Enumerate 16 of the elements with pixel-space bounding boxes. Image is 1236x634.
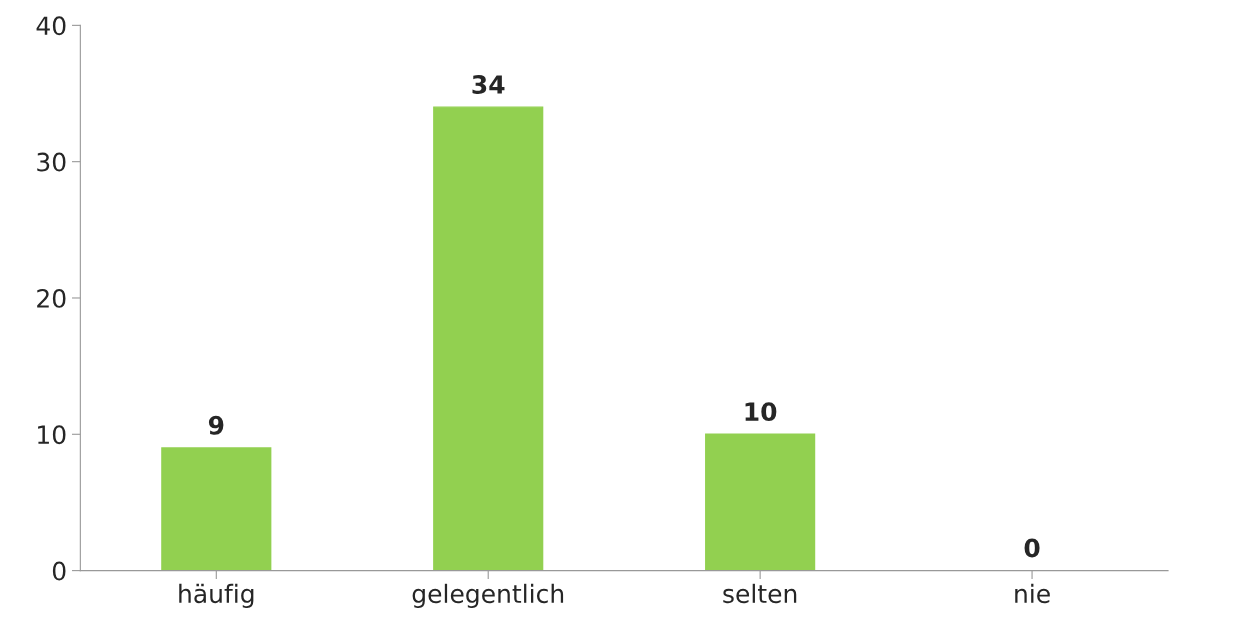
x-tick-label: häufig (179, 583, 254, 608)
y-tick-label: 30 (37, 152, 66, 172)
data-label: 34 (472, 75, 505, 94)
bar (705, 433, 816, 571)
data-label: 9 (208, 415, 224, 435)
y-tick-label: 10 (38, 425, 66, 445)
x-tick-label: gelegentlich (412, 583, 564, 608)
x-tick-label: nie (1015, 583, 1050, 604)
y-tick-label: 20 (37, 288, 66, 308)
y-tick-label: 40 (36, 16, 66, 36)
bar (433, 106, 544, 571)
x-tick-label: selten (723, 583, 797, 604)
data-label: 10 (745, 402, 777, 422)
y-tick-label: 0 (52, 561, 66, 581)
bar (161, 447, 272, 571)
data-label: 0 (1024, 538, 1040, 558)
